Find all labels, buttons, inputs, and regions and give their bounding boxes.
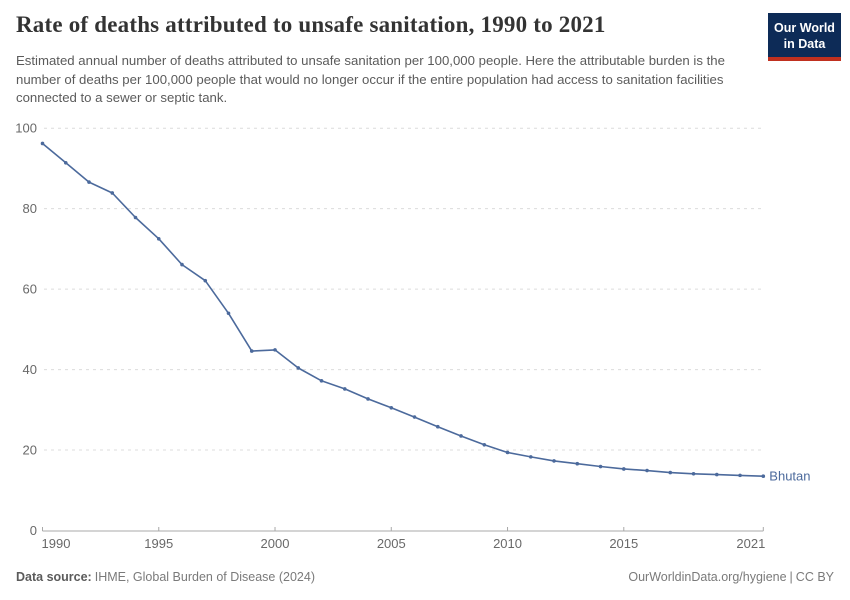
data-point [156,237,161,241]
data-point [110,191,115,195]
entity-label: Bhutan [769,469,810,484]
data-point [133,215,138,220]
data-point [505,450,510,455]
data-point [180,262,184,267]
data-point [691,471,696,476]
data-source-text: IHME, Global Burden of Disease (2024) [94,570,315,584]
chart-footer: Data source: IHME, Global Burden of Disea… [16,570,834,584]
data-point [366,397,370,401]
x-axis-tick-label: 2000 [261,536,290,551]
data-point [412,415,417,419]
data-point [459,434,463,438]
data-point [203,278,208,283]
data-point [482,443,487,447]
data-point [389,405,394,410]
data-point [40,141,45,146]
x-axis-tick-label: 2010 [493,536,522,551]
footer-url-link[interactable]: OurWorldinData.org/hygiene [628,570,787,584]
data-point [63,160,68,165]
data-point [226,311,231,316]
data-point [435,424,440,429]
data-point [528,455,533,459]
y-axis-tick-label: 40 [23,362,37,377]
data-point [598,464,603,469]
x-axis-tick-label: 2015 [609,536,638,551]
data-point [87,180,91,184]
page-title: Rate of deaths attributed to unsafe sani… [16,12,606,37]
data-point [552,459,556,463]
data-point [738,473,742,478]
y-axis-tick-label: 60 [23,282,37,297]
data-point [273,348,277,352]
data-source: Data source: IHME, Global Burden of Disea… [16,570,315,584]
owid-logo: Our World in Data [768,13,841,61]
data-point [621,467,626,471]
footer-links: OurWorldinData.org/hygiene | CC BY [628,570,834,584]
footer-separator: | [789,570,793,584]
owid-logo-line2: in Data [783,37,826,51]
data-point [668,470,673,475]
y-axis-tick-label: 80 [23,201,37,216]
data-point [575,461,580,466]
x-axis-tick-label: 1995 [144,536,173,551]
chart-subtitle: Estimated annual number of deaths attrib… [16,53,725,106]
y-axis-tick-label: 0 [30,523,37,538]
x-axis-tick-label: 1990 [42,536,71,551]
footer-license[interactable]: CC BY [795,570,834,584]
y-axis-tick-label: 20 [23,443,37,458]
data-point [319,379,324,383]
owid-logo-line1: Our World [774,21,835,35]
data-point [249,349,254,353]
data-point [714,472,719,477]
bhutan-line [41,142,764,477]
y-axis-tick-label: 100 [15,121,37,136]
x-axis-tick-label: 2005 [377,536,406,551]
x-axis-tick-label: 2021 [736,536,765,551]
data-point [761,474,766,478]
data-point [342,387,347,391]
data-source-label: Data source: [16,570,92,584]
data-point [296,366,301,370]
data-point [645,468,649,473]
